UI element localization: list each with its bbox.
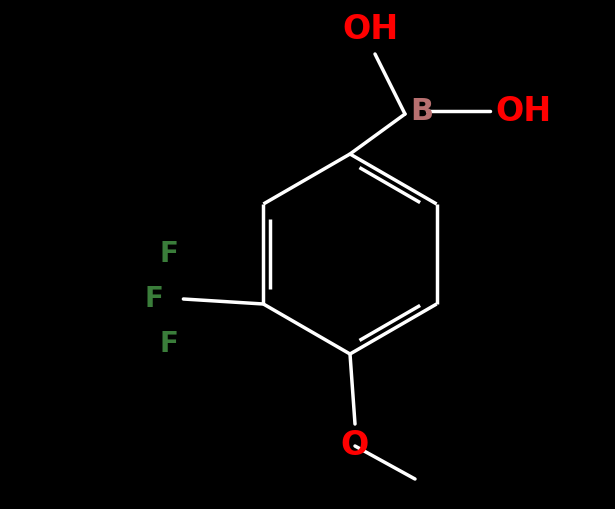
Text: B: B: [410, 97, 433, 126]
Text: F: F: [159, 240, 178, 268]
Text: F: F: [145, 285, 164, 313]
Text: F: F: [159, 330, 178, 358]
Text: OH: OH: [342, 13, 398, 46]
Text: O: O: [341, 429, 369, 462]
Text: OH: OH: [495, 95, 551, 127]
